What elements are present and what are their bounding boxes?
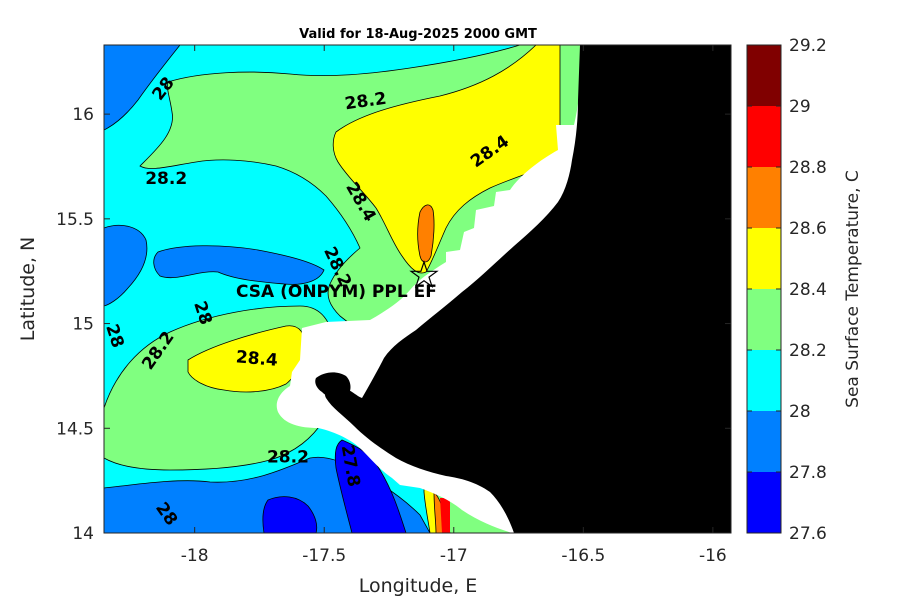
y-tick-label: 15 [72,315,94,335]
x-tick-label: -18 [181,546,209,566]
x-tick-label: -16.5 [561,546,605,566]
colorbar: 27.6 27.8 28 28.2 28.4 28.6 28.8 29 29.2 [746,36,827,544]
x-axis: -18 -17.5 -17 -16.5 -16 [181,45,727,566]
colorbar-segment [747,45,781,106]
colorbar-tick-label: 29 [789,97,811,117]
colorbar-tick-label: 28 [789,402,811,422]
sst-fill-28.4-28.6-north [332,45,561,274]
colorbar-tick-label: 28.6 [789,219,827,239]
y-tick-label: 14 [72,524,94,544]
colorbar-segment [747,167,781,228]
cape-verde-peninsula [315,372,351,400]
colorbar-tick-label: 27.6 [789,524,827,544]
station-star-icon [409,260,439,288]
y-tick-label: 14.5 [56,419,94,439]
sst-fill-27.8-28-nw [104,45,181,131]
colorbar-segment [747,228,781,289]
colorbar-segment [747,350,781,411]
colorbar-tick-label: 28.8 [789,158,827,178]
colorbar-segment [747,472,781,533]
chart-title: Valid for 18-Aug-2025 2000 GMT [299,27,537,42]
colorbar-tick-label: 27.8 [789,463,827,483]
colorbar-tick-label: 28.2 [789,341,827,361]
contour-label: 28.2 [145,169,187,189]
x-tick-label: -16 [699,546,727,566]
x-tick-label: -17 [440,546,468,566]
sst-fill-28.6-28.8-north [417,204,435,263]
land-mass [324,45,731,533]
contour-label: 28.2 [267,448,309,468]
colorbar-tick-label: 28.4 [789,280,827,300]
contour-label: 28.4 [235,347,279,371]
y-tick-label: 16 [72,105,94,125]
colorbar-segment [747,289,781,350]
sst-fill-27.8-28-w [104,224,148,307]
x-axis-title: Longitude, E [359,575,478,597]
sst-fill-28.8-29 [440,498,450,533]
station-label: CSA (ONPYM) PPL EF [236,282,437,302]
colorbar-segment [747,106,781,167]
x-tick-label: -17.5 [302,546,346,566]
y-axis: 14 14.5 15 15.5 16 [56,105,731,544]
sst-fill-27.6-27.8-sw [262,496,318,533]
colorbar-segment [747,411,781,472]
contour-label: 28 [101,322,127,351]
plot-frame [103,44,732,534]
colorbar-title: Sea Surface Temperature, C [843,170,863,408]
sst-fill-27.8-28-mid [153,245,325,285]
colorbar-tick-label: 29.2 [789,36,827,56]
y-axis-title: Latitude, N [17,237,39,342]
y-tick-label: 15.5 [56,210,94,230]
